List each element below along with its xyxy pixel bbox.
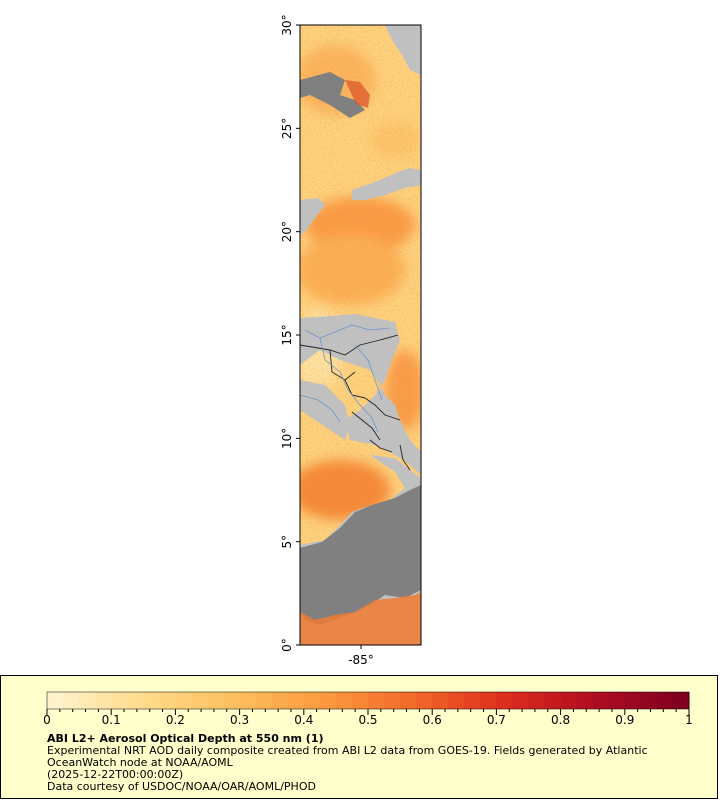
y-tick-label-2: 10° xyxy=(280,428,294,449)
colorbar-tick-label-9: 0.9 xyxy=(615,713,634,727)
colorbar-cell xyxy=(400,692,417,709)
y-tick-label-6: 30° xyxy=(280,14,294,35)
colorbar-cell xyxy=(79,692,96,709)
colorbar-cell xyxy=(672,692,690,709)
colorbar-cell xyxy=(384,692,401,709)
legend-description-line-1: Experimental NRT AOD daily composite cre… xyxy=(47,744,648,757)
colorbar-cell xyxy=(319,692,337,709)
y-tick-label-4: 20° xyxy=(280,221,294,242)
colorbar-cell xyxy=(624,692,642,709)
colorbar-cell xyxy=(528,692,546,709)
colorbar-tick-label-10: 1 xyxy=(685,713,693,727)
colorbar-cell xyxy=(207,692,225,709)
colorbar-tick-label-0: 0 xyxy=(43,713,51,727)
legend-description-line-2: OceanWatch node at NOAA/AOML xyxy=(47,756,233,769)
colorbar-tick-label-6: 0.6 xyxy=(423,713,442,727)
colorbar-cell xyxy=(448,692,465,709)
colorbar-tick-label-5: 0.5 xyxy=(358,713,377,727)
colorbar-cell xyxy=(175,692,192,709)
colorbar-tick-label-2: 0.2 xyxy=(166,713,185,727)
colorbar-cell xyxy=(159,692,176,709)
colorbar-tick-label-8: 0.8 xyxy=(551,713,570,727)
legend-timestamp: (2025-12-22T00:00:00Z) xyxy=(47,768,184,781)
colorbar-cells xyxy=(47,692,690,709)
x-axis: -85° xyxy=(348,645,374,667)
colorbar-cell xyxy=(303,692,321,709)
colorbar-cell xyxy=(191,692,208,709)
legend-credit: Data courtesy of USDOC/NOAA/OAR/AOML/PHO… xyxy=(47,780,316,793)
colorbar-tick-label-7: 0.7 xyxy=(487,713,506,727)
colorbar-tick-label-4: 0.4 xyxy=(294,713,313,727)
colorbar-cell xyxy=(560,692,578,709)
colorbar-cell xyxy=(143,692,160,709)
colorbar-cell xyxy=(63,692,80,709)
colorbar-cell xyxy=(608,692,626,709)
colorbar-cell xyxy=(127,692,144,709)
y-tick-label-3: 15° xyxy=(280,324,294,345)
colorbar-cell xyxy=(335,692,353,709)
aod-map: -85° 0° 5° 10° 15° 20° 25° 30° xyxy=(280,14,422,667)
colorbar-cell xyxy=(576,692,594,709)
colorbar-cell xyxy=(416,692,433,709)
colorbar-cell xyxy=(223,692,241,709)
rivers xyxy=(300,324,391,433)
colorbar-cell xyxy=(464,692,481,709)
x-tick-label-0: -85° xyxy=(348,653,374,667)
colorbar-cell xyxy=(432,692,449,709)
y-tick-label-5: 25° xyxy=(280,118,294,139)
colorbar-cell xyxy=(480,692,497,709)
colorbar-cell xyxy=(592,692,610,709)
colorbar-tick-label-3: 0.3 xyxy=(230,713,249,727)
colorbar: 0 0.1 0.2 0.3 0.4 0.5 0.6 0.7 0.8 0.9 1 xyxy=(43,691,693,727)
colorbar-cell xyxy=(239,692,257,709)
colorbar-cell xyxy=(544,692,562,709)
colorbar-cell xyxy=(351,692,369,709)
colorbar-cell xyxy=(271,692,289,709)
colorbar-cell xyxy=(287,692,305,709)
y-tick-label-0: 0° xyxy=(280,638,294,652)
y-axis: 0° 5° 10° 15° 20° 25° 30° xyxy=(280,14,300,652)
country-borders xyxy=(300,334,411,471)
colorbar-cell xyxy=(656,692,674,709)
colorbar-cell xyxy=(368,692,385,709)
colorbar-cell xyxy=(111,692,128,709)
y-tick-label-1: 5° xyxy=(280,535,294,549)
colorbar-cell xyxy=(255,692,273,709)
colorbar-cell xyxy=(512,692,529,709)
colorbar-cell xyxy=(95,692,112,709)
colorbar-cell xyxy=(640,692,658,709)
colorbar-tick-label-1: 0.1 xyxy=(102,713,121,727)
colorbar-cell xyxy=(47,692,64,709)
colorbar-cell xyxy=(496,692,513,709)
legend-title: ABI L2+ Aerosol Optical Depth at 550 nm … xyxy=(47,732,324,745)
colorbar-ticks: 0 0.1 0.2 0.3 0.4 0.5 0.6 0.7 0.8 0.9 1 xyxy=(43,709,693,727)
map-data-field xyxy=(300,25,421,645)
